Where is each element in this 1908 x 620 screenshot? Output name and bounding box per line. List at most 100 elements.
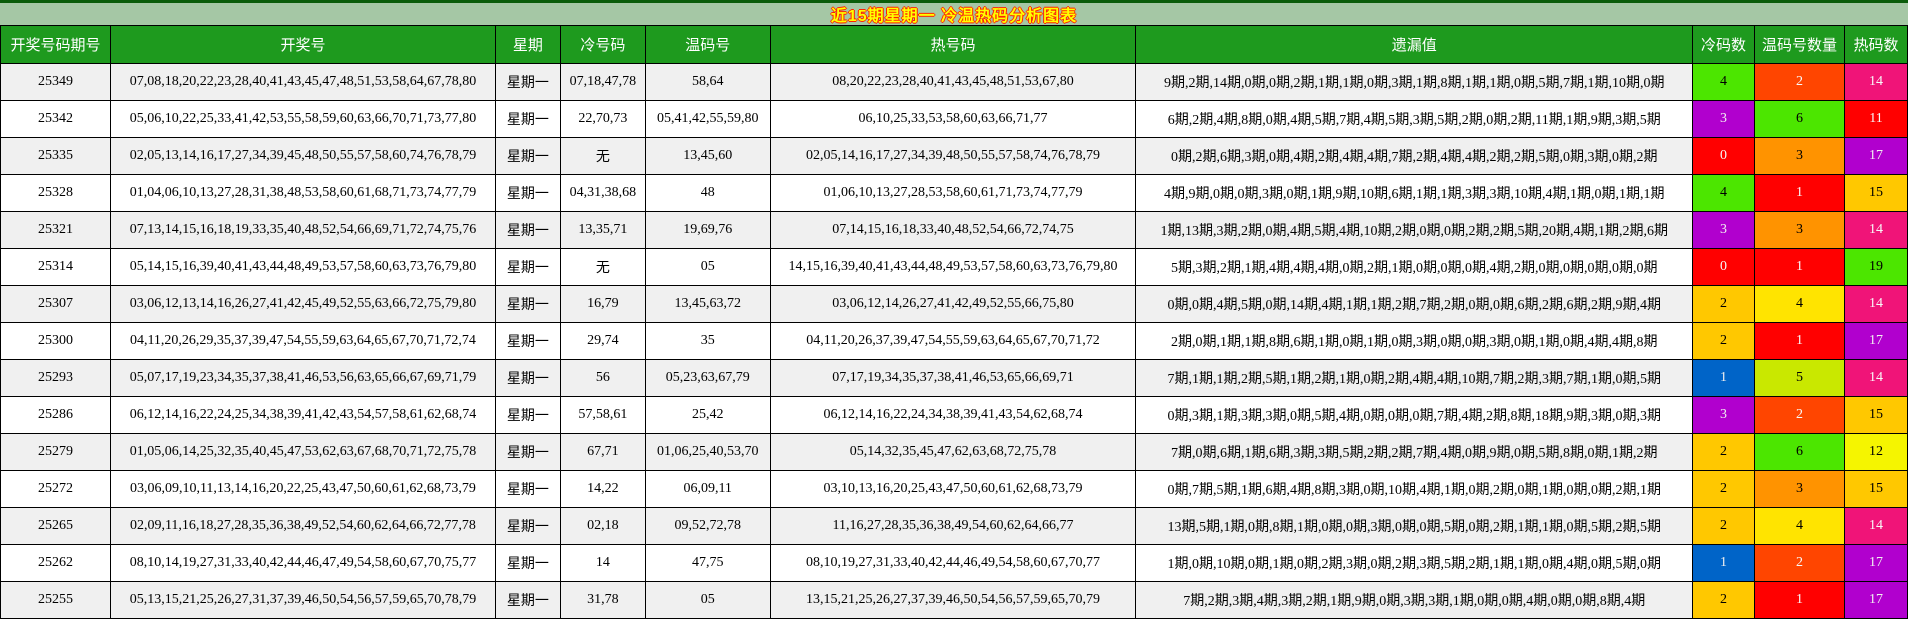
hot-count-cell: 17 [1844, 137, 1908, 175]
period-cell: 25265 [0, 507, 112, 545]
miss-values-cell: 2期,0期,1期,1期,8期,6期,1期,0期,1期,0期,3期,0期,0期,3… [1135, 322, 1694, 360]
period-cell: 25328 [0, 174, 112, 212]
hot-count-cell: 15 [1844, 396, 1908, 434]
title-bar: 近15期星期一 冷温热码分析图表 [0, 0, 1908, 25]
warm-numbers-cell: 05 [644, 581, 771, 619]
cold-count-cell: 0 [1692, 137, 1756, 175]
miss-values-cell: 5期,3期,2期,1期,4期,4期,4期,0期,2期,1期,0期,0期,0期,4… [1135, 248, 1694, 286]
hot-numbers-cell: 14,15,16,39,40,41,43,44,48,49,53,57,58,6… [769, 248, 1137, 286]
warm-count-cell: 6 [1754, 433, 1846, 471]
warm-numbers-cell: 01,06,25,40,53,70 [644, 433, 771, 471]
cold-numbers-cell: 14 [559, 544, 646, 582]
cold-numbers-cell: 22,70,73 [559, 100, 646, 138]
table-row: 25314 05,14,15,16,39,40,41,43,44,48,49,53… [0, 248, 1908, 286]
numbers-cell: 01,05,06,14,25,32,35,40,45,47,53,62,63,6… [110, 433, 496, 471]
numbers-cell: 03,06,12,13,14,16,26,27,41,42,45,49,52,5… [110, 285, 496, 323]
table-row: 25279 01,05,06,14,25,32,35,40,45,47,53,62… [0, 433, 1908, 471]
miss-values-cell: 1期,0期,10期,0期,1期,0期,2期,3期,0期,2期,3期,5期,2期,… [1135, 544, 1694, 582]
warm-count-cell: 4 [1754, 285, 1846, 323]
warm-count-cell: 5 [1754, 359, 1846, 397]
hot-numbers-cell: 08,10,19,27,31,33,40,42,44,46,49,54,58,6… [769, 544, 1137, 582]
hot-count-cell: 15 [1844, 174, 1908, 212]
numbers-cell: 07,08,18,20,22,23,28,40,41,43,45,47,48,5… [110, 63, 496, 101]
hot-numbers-cell: 06,12,14,16,22,24,34,38,39,41,43,54,62,6… [769, 396, 1137, 434]
warm-count-cell: 3 [1754, 211, 1846, 249]
period-cell: 25255 [0, 581, 112, 619]
weekday-cell: 星期一 [494, 174, 561, 212]
numbers-cell: 05,14,15,16,39,40,41,43,44,48,49,53,57,5… [110, 248, 496, 286]
weekday-cell: 星期一 [494, 396, 561, 434]
hot-numbers-cell: 07,17,19,34,35,37,38,41,46,53,65,66,69,7… [769, 359, 1137, 397]
analysis-table: 开奖号码期号 开奖号 星期 冷号码 温码号 热号码 遗漏值 冷码数 温码号数量 热码数 25349… [0, 25, 1908, 619]
numbers-cell: 05,06,10,22,25,33,41,42,53,55,58,59,60,6… [110, 100, 496, 138]
weekday-cell: 星期一 [494, 507, 561, 545]
cold-numbers-cell: 16,79 [559, 285, 646, 323]
cold-numbers-cell: 无 [559, 137, 646, 175]
warm-numbers-cell: 13,45,63,72 [644, 285, 771, 323]
numbers-cell: 06,12,14,16,22,24,25,34,38,39,41,42,43,5… [110, 396, 496, 434]
cold-count-cell: 3 [1692, 396, 1756, 434]
miss-values-cell: 7期,1期,1期,2期,5期,1期,2期,1期,0期,2期,4期,4期,10期,… [1135, 359, 1694, 397]
warm-numbers-cell: 25,42 [644, 396, 771, 434]
weekday-cell: 星期一 [494, 433, 561, 471]
hot-numbers-cell: 08,20,22,23,28,40,41,43,45,48,51,53,67,8… [769, 63, 1137, 101]
numbers-cell: 01,04,06,10,13,27,28,31,38,48,53,58,60,6… [110, 174, 496, 212]
table-row: 25342 05,06,10,22,25,33,41,42,53,55,58,59… [0, 100, 1908, 138]
column-header-9: 热码数 [1844, 25, 1908, 64]
cold-numbers-cell: 14,22 [559, 470, 646, 508]
hot-count-cell: 17 [1844, 581, 1908, 619]
hot-count-cell: 17 [1844, 322, 1908, 360]
cold-numbers-cell: 13,35,71 [559, 211, 646, 249]
hot-numbers-cell: 07,14,15,16,18,33,40,48,52,54,66,72,74,7… [769, 211, 1137, 249]
warm-count-cell: 1 [1754, 322, 1846, 360]
warm-count-cell: 3 [1754, 470, 1846, 508]
hot-count-cell: 14 [1844, 63, 1908, 101]
warm-numbers-cell: 19,69,76 [644, 211, 771, 249]
period-cell: 25279 [0, 433, 112, 471]
hot-numbers-cell: 01,06,10,13,27,28,53,58,60,61,71,73,74,7… [769, 174, 1137, 212]
weekday-cell: 星期一 [494, 137, 561, 175]
miss-values-cell: 0期,0期,4期,5期,0期,14期,4期,1期,1期,2期,7期,2期,0期,… [1135, 285, 1694, 323]
numbers-cell: 02,05,13,14,16,17,27,34,39,45,48,50,55,5… [110, 137, 496, 175]
cold-count-cell: 2 [1692, 470, 1756, 508]
miss-values-cell: 9期,2期,14期,0期,0期,2期,1期,1期,0期,3期,1期,8期,1期,… [1135, 63, 1694, 101]
miss-values-cell: 0期,3期,1期,3期,3期,0期,5期,4期,0期,0期,0期,7期,4期,2… [1135, 396, 1694, 434]
period-cell: 25321 [0, 211, 112, 249]
warm-count-cell: 2 [1754, 396, 1846, 434]
warm-numbers-cell: 47,75 [644, 544, 771, 582]
weekday-cell: 星期一 [494, 100, 561, 138]
cold-numbers-cell: 02,18 [559, 507, 646, 545]
miss-values-cell: 4期,9期,0期,0期,3期,0期,1期,9期,10期,6期,1期,1期,3期,… [1135, 174, 1694, 212]
period-cell: 25314 [0, 248, 112, 286]
warm-numbers-cell: 09,52,72,78 [644, 507, 771, 545]
period-cell: 25342 [0, 100, 112, 138]
hot-count-cell: 17 [1844, 544, 1908, 582]
numbers-cell: 03,06,09,10,11,13,14,16,20,22,25,43,47,5… [110, 470, 496, 508]
period-cell: 25300 [0, 322, 112, 360]
warm-numbers-cell: 06,09,11 [644, 470, 771, 508]
hot-count-cell: 15 [1844, 470, 1908, 508]
hot-numbers-cell: 06,10,25,33,53,58,60,63,66,71,77 [769, 100, 1137, 138]
cold-numbers-cell: 07,18,47,78 [559, 63, 646, 101]
period-cell: 25307 [0, 285, 112, 323]
cold-count-cell: 3 [1692, 211, 1756, 249]
column-header-7: 冷码数 [1692, 25, 1756, 64]
column-header-3: 冷号码 [559, 25, 646, 64]
numbers-cell: 05,07,17,19,23,34,35,37,38,41,46,53,56,6… [110, 359, 496, 397]
numbers-cell: 04,11,20,26,29,35,37,39,47,54,55,59,63,6… [110, 322, 496, 360]
cold-count-cell: 2 [1692, 322, 1756, 360]
hot-numbers-cell: 05,14,32,35,45,47,62,63,68,72,75,78 [769, 433, 1137, 471]
numbers-cell: 05,13,15,21,25,26,27,31,37,39,46,50,54,5… [110, 581, 496, 619]
table-row: 25286 06,12,14,16,22,24,25,34,38,39,41,42… [0, 396, 1908, 434]
table-row: 25293 05,07,17,19,23,34,35,37,38,41,46,53… [0, 359, 1908, 397]
warm-numbers-cell: 05 [644, 248, 771, 286]
weekday-cell: 星期一 [494, 63, 561, 101]
numbers-cell: 08,10,14,19,27,31,33,40,42,44,46,47,49,5… [110, 544, 496, 582]
table-row: 25255 05,13,15,21,25,26,27,31,37,39,46,50… [0, 581, 1908, 619]
cold-numbers-cell: 无 [559, 248, 646, 286]
warm-numbers-cell: 48 [644, 174, 771, 212]
hot-count-cell: 11 [1844, 100, 1908, 138]
cold-count-cell: 4 [1692, 174, 1756, 212]
miss-values-cell: 13期,5期,1期,0期,8期,1期,0期,0期,3期,0期,0期,5期,0期,… [1135, 507, 1694, 545]
table-row: 25335 02,05,13,14,16,17,27,34,39,45,48,50… [0, 137, 1908, 175]
